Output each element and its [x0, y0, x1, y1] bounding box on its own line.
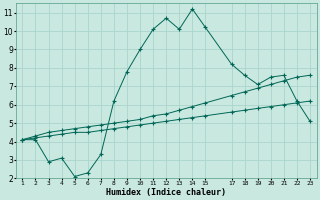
X-axis label: Humidex (Indice chaleur): Humidex (Indice chaleur): [106, 188, 226, 197]
